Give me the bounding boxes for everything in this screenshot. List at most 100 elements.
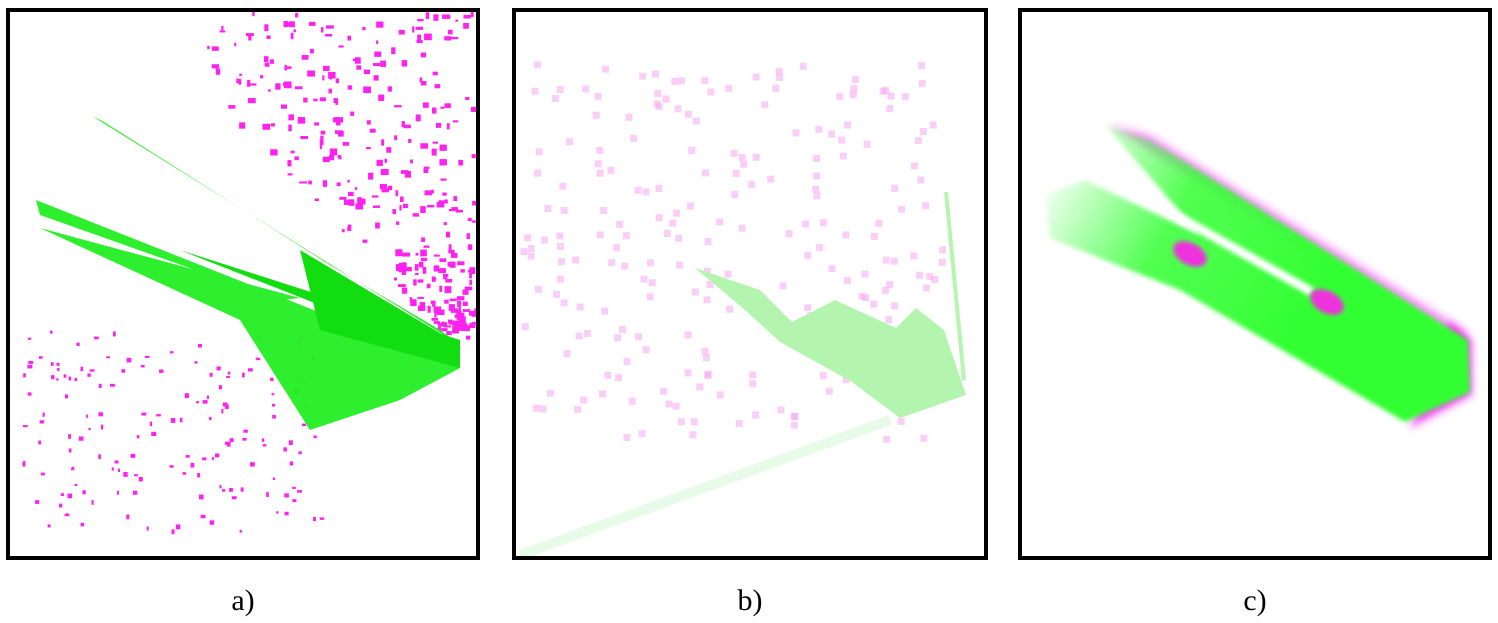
point [586, 250, 589, 253]
point [485, 60, 490, 63]
point [386, 147, 392, 153]
point [858, 292, 866, 300]
point [503, 125, 506, 129]
point [564, 271, 568, 275]
point [496, 257, 501, 262]
point [757, 100, 760, 103]
point [891, 302, 899, 310]
point [591, 259, 595, 266]
point [553, 335, 561, 340]
point [604, 24, 612, 26]
point [412, 26, 415, 33]
point [314, 198, 319, 202]
point [609, 328, 612, 330]
panel-label: a) [231, 584, 254, 617]
point [667, 286, 672, 292]
point [527, 252, 535, 260]
point [590, 286, 593, 289]
point [431, 276, 436, 282]
point [398, 266, 405, 273]
point [438, 268, 447, 274]
point [672, 22, 678, 27]
point [558, 256, 561, 258]
point [787, 259, 792, 265]
point [684, 369, 692, 377]
point [681, 296, 684, 299]
point [202, 457, 207, 461]
point [309, 48, 314, 54]
point [341, 229, 345, 233]
point [750, 171, 753, 176]
point [603, 265, 606, 267]
point [263, 56, 269, 63]
point [395, 221, 400, 225]
point [380, 168, 389, 176]
point [462, 309, 471, 312]
point [231, 496, 237, 500]
point [56, 378, 59, 381]
point [98, 383, 102, 388]
point [680, 186, 682, 189]
point [497, 275, 501, 279]
point [398, 29, 405, 35]
point [619, 203, 623, 207]
point [455, 19, 459, 22]
point [417, 34, 422, 41]
point [600, 17, 603, 23]
point [264, 24, 269, 32]
point [314, 122, 320, 126]
point [725, 84, 733, 92]
point [665, 400, 673, 408]
point [179, 417, 183, 423]
point [692, 156, 697, 161]
point [898, 205, 906, 213]
point [602, 344, 610, 350]
point [563, 358, 569, 361]
point [803, 156, 806, 163]
point [86, 414, 89, 418]
point [785, 230, 793, 238]
point [441, 322, 448, 327]
point [761, 101, 769, 109]
point [587, 340, 589, 342]
point [362, 26, 366, 31]
point [343, 199, 350, 205]
point [608, 2, 610, 7]
point [554, 146, 557, 152]
point [199, 494, 204, 500]
point [423, 168, 429, 174]
point [609, 275, 614, 282]
point [583, 65, 589, 72]
point [730, 149, 738, 157]
point [197, 472, 201, 478]
point [764, 145, 768, 151]
point [284, 64, 287, 71]
point [536, 182, 541, 186]
point [623, 358, 631, 366]
point [670, 373, 674, 377]
point [881, 86, 889, 94]
point [234, 42, 237, 47]
point [529, 185, 535, 187]
point [126, 357, 132, 363]
point [236, 78, 240, 84]
point [628, 264, 636, 268]
point [226, 375, 230, 378]
point [524, 234, 532, 242]
point [485, 330, 492, 336]
point [416, 40, 423, 44]
point [640, 287, 647, 293]
point [443, 222, 447, 226]
point [323, 65, 330, 71]
point [704, 237, 712, 245]
point [200, 514, 206, 519]
point [926, 273, 934, 281]
point [39, 420, 45, 424]
point [565, 55, 572, 59]
point [420, 52, 427, 58]
point [80, 366, 84, 372]
point [329, 154, 335, 161]
point [272, 414, 276, 419]
point [819, 379, 825, 382]
point [622, 345, 624, 351]
